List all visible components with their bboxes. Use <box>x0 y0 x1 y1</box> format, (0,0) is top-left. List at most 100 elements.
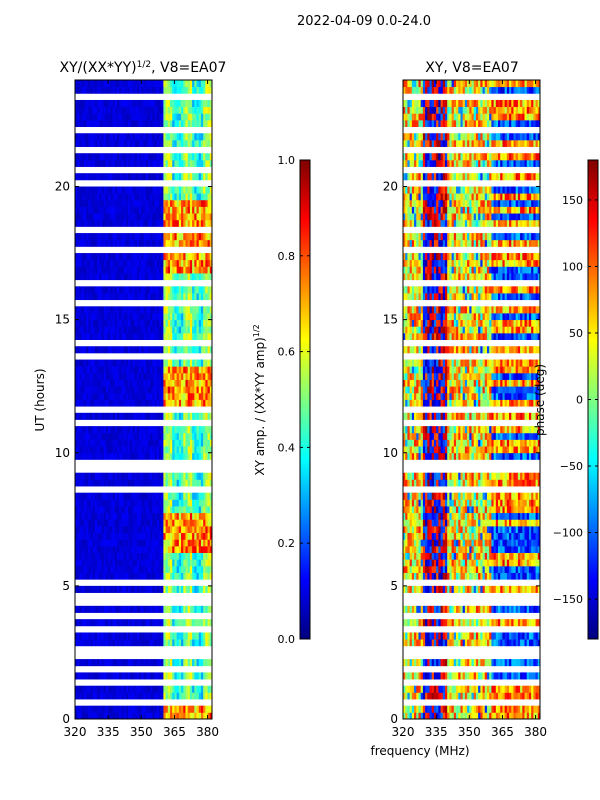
amplitude-cell <box>101 319 105 327</box>
amplitude-cell <box>145 472 149 480</box>
amplitude-cell <box>77 366 80 374</box>
amplitude-cell <box>181 253 184 261</box>
amplitude-cell <box>196 213 200 221</box>
phase-cell <box>469 685 472 693</box>
amplitude-cell <box>108 386 111 394</box>
amplitude-cell <box>132 326 136 334</box>
amplitude-cell <box>156 359 160 367</box>
amplitude-cell <box>172 552 175 560</box>
amplitude-cell <box>139 572 142 580</box>
amplitude-cell <box>152 219 155 227</box>
amplitude-cell <box>145 712 149 720</box>
amplitude-cell <box>167 512 171 520</box>
amplitude-cell <box>139 705 142 713</box>
amplitude-cell <box>150 426 153 434</box>
amplitude-cell <box>161 452 164 460</box>
amplitude-cell <box>101 452 105 460</box>
amplitude-cell <box>167 639 171 647</box>
amplitude-cell <box>103 545 107 553</box>
amplitude-cell <box>94 392 98 400</box>
amplitude-cell <box>185 525 189 534</box>
amplitude-cell <box>86 206 89 214</box>
amplitude-cell <box>139 446 142 454</box>
amplitude-cell <box>136 326 140 334</box>
amplitude-cell <box>152 346 155 354</box>
phase-cell <box>436 705 439 713</box>
amplitude-cell <box>185 692 189 700</box>
amplitude-cell <box>185 479 189 487</box>
amplitude-cell <box>141 153 144 161</box>
amplitude-cell <box>147 479 151 487</box>
amplitude-cell <box>139 193 142 201</box>
amplitude-cell <box>128 286 131 294</box>
amplitude-cell <box>130 99 133 108</box>
amplitude-cell <box>121 206 125 214</box>
amplitude-cell <box>189 286 193 294</box>
amplitude-cell <box>105 233 109 241</box>
amplitude-cell <box>170 213 173 221</box>
amplitude-cell <box>200 572 204 580</box>
amplitude-cell <box>209 619 213 627</box>
amplitude-cell <box>198 306 202 314</box>
amplitude-cell <box>101 426 105 434</box>
amplitude-cell <box>86 219 89 227</box>
amplitude-cell <box>116 532 120 540</box>
amplitude-cell <box>83 619 87 627</box>
amplitude-cell <box>147 412 151 420</box>
amplitude-cell <box>178 386 182 394</box>
amplitude-cell <box>134 106 138 114</box>
amplitude-cell <box>145 293 149 301</box>
amplitude-cell <box>178 492 182 500</box>
amplitude-cell <box>172 512 175 520</box>
phase-cell <box>462 692 466 700</box>
phase-cell <box>464 639 468 647</box>
amplitude-cell <box>94 286 98 294</box>
amplitude-cell <box>187 565 191 573</box>
amplitude-cell <box>145 239 149 247</box>
amplitude-cell <box>112 539 116 547</box>
amplitude-cell <box>112 572 116 580</box>
amplitude-cell <box>105 545 109 553</box>
amplitude-cell <box>156 532 160 540</box>
amplitude-cell <box>192 233 195 241</box>
amplitude-cell <box>121 319 125 327</box>
amplitude-cell <box>205 632 208 640</box>
amplitude-cell <box>189 479 193 487</box>
amplitude-cell <box>81 186 85 194</box>
amplitude-cell <box>79 685 83 693</box>
amplitude-cell <box>121 705 125 713</box>
amplitude-cell <box>136 273 140 281</box>
amplitude-cell <box>189 273 193 281</box>
phase-cell <box>440 712 444 720</box>
amplitude-cell <box>154 472 158 480</box>
amplitude-cell <box>132 199 136 207</box>
amplitude-cell <box>88 472 91 480</box>
amplitude-cell <box>178 86 182 94</box>
amplitude-cell <box>200 359 204 367</box>
amplitude-cell <box>176 479 180 487</box>
amplitude-cell <box>139 80 142 88</box>
amplitude-cell <box>187 619 191 627</box>
amplitude-cell <box>92 572 96 580</box>
amplitude-cell <box>139 153 142 161</box>
phase-cell <box>436 639 439 647</box>
phase-cell <box>498 619 501 627</box>
amplitude-cell <box>145 392 149 400</box>
amplitude-cell <box>143 332 147 340</box>
amplitude-cell <box>114 386 118 394</box>
amplitude-cell <box>101 259 105 267</box>
amplitude-cell <box>152 545 155 553</box>
amplitude-cell <box>139 639 142 647</box>
amplitude-cell <box>86 452 89 460</box>
amplitude-cell <box>97 312 100 321</box>
amplitude-cell <box>170 499 173 507</box>
amplitude-cell <box>90 346 94 354</box>
amplitude-cell <box>79 399 83 407</box>
amplitude-cell <box>132 293 136 301</box>
amplitude-cell <box>209 99 213 108</box>
amplitude-cell <box>161 685 164 693</box>
amplitude-cell <box>83 273 87 281</box>
phase-cell <box>491 692 494 700</box>
amplitude-cell <box>158 412 162 420</box>
amplitude-cell <box>176 539 180 547</box>
